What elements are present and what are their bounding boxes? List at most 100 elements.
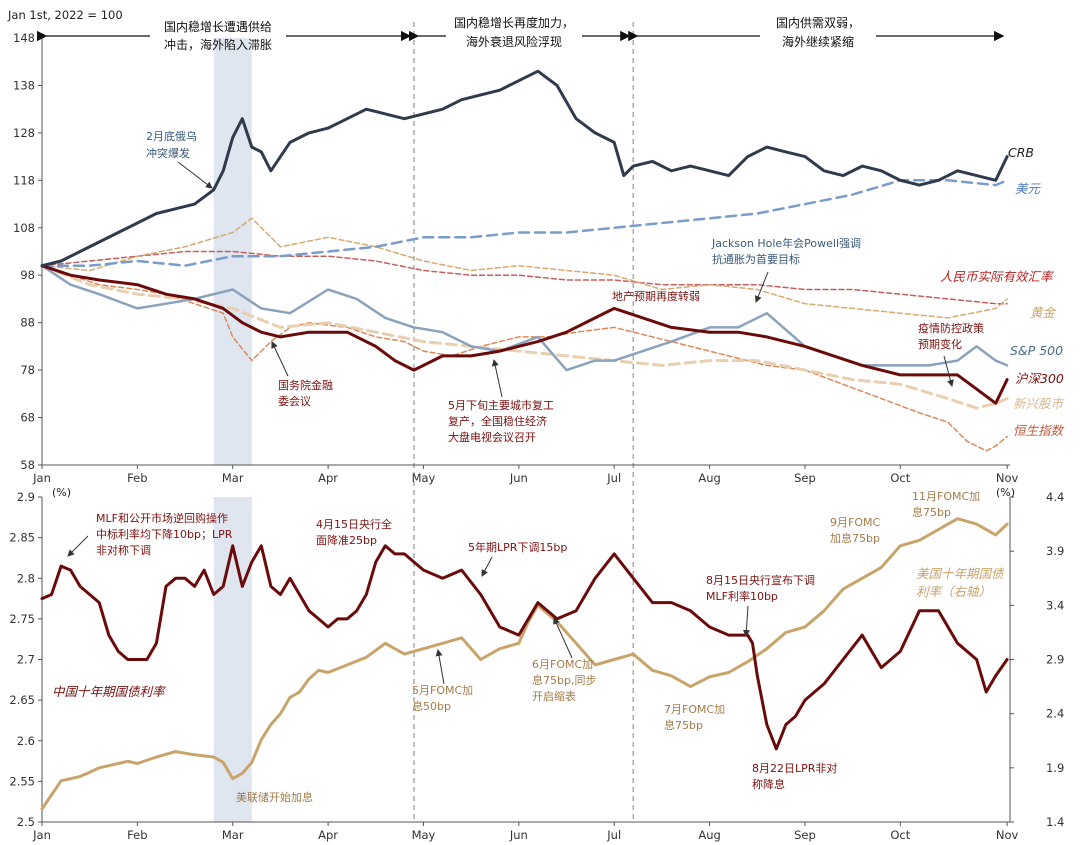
annot-property-l1: 地产预期再度转弱 [612, 289, 700, 303]
legend-crb: CRB [1008, 145, 1034, 160]
bottom-left-tick-label: 2.6 [17, 734, 35, 748]
top-y-tick-label: 68 [20, 411, 35, 425]
annot-jun-fomc-l1: 6月FOMC加 [532, 658, 593, 671]
series-line-china_10y [40, 544, 1009, 751]
phase-3-line-2: 海外继续紧缩 [782, 34, 854, 49]
top-y-tick-label: 78 [20, 363, 35, 377]
top-x-tick-label: May [412, 471, 436, 485]
legend-sp500: S&P 500 [1010, 343, 1063, 358]
annot-mlf-arrow [67, 535, 89, 557]
annot-jun-fomc-arrow [553, 617, 573, 659]
legend-gold: 黄金 [1030, 305, 1057, 320]
legend-us-10y-l1: 美国十年期国债 [916, 566, 1005, 581]
legend-hsi: 恒生指数 [1013, 423, 1065, 438]
phase-1-line-1: 国内稳增长遭遇供给 [164, 19, 272, 34]
phase-1-line-2: 冲击，海外陷入滞胀 [164, 37, 272, 52]
annot-aug-lpr-l2: 称降息 [752, 777, 785, 791]
bottom-x-tick-label: Feb [127, 828, 147, 842]
annot-may-reopen-arrow [491, 359, 503, 398]
series-line-us_10y [40, 517, 1009, 811]
annot-russia-ukraine-l2: 冲突爆发 [146, 146, 190, 160]
phase-3-line-1: 国内供需双弱， [776, 16, 860, 30]
series-line-rmb_reer [41, 250, 1008, 305]
annot-russia-ukraine-l1: 2月底俄乌 [146, 129, 197, 143]
annot-fsdc-l1: 国务院金融 [278, 378, 333, 392]
bottom-right-tick-label: 3.9 [1046, 544, 1064, 558]
top-x-tick-label: Sep [794, 471, 816, 485]
top-y-tick-label: 58 [20, 458, 35, 472]
bottom-right-tick-label: 2.9 [1046, 653, 1064, 667]
annot-may-fomc-l2: 息50bp [412, 699, 451, 713]
annot-may-reopen-l2: 复产，全国稳住经济 [448, 414, 547, 428]
annot-may-reopen-l1: 5月下旬主要城市复工 [448, 398, 554, 412]
bottom-left-tick-label: 2.9 [17, 490, 35, 504]
annot-mlf-l1: MLF和公开市场逆回购操作 [96, 511, 228, 525]
annot-jackson-hole-l2: 抗通胀为首要目标 [712, 252, 800, 266]
bottom-x-tick-label: May [412, 828, 436, 842]
bottom-x-tick-label: Nov [996, 828, 1019, 842]
top-x-tick-label: Oct [890, 471, 910, 485]
top-x-tick-label: Nov [996, 471, 1019, 485]
annot-5y-lpr: 5年期LPR下调15bp [468, 540, 567, 554]
index-base-note: Jan 1st, 2022 = 100 [7, 8, 123, 22]
right-unit: (%) [996, 486, 1015, 499]
annot-nov-fomc-l2: 息75bp [912, 505, 951, 519]
legend-em-equity: 新兴股市 [1013, 396, 1066, 411]
annot-aug-mlf-l2: MLF利率10bp [706, 589, 778, 603]
top-x-tick-label: Jan [32, 471, 51, 485]
bottom-x-tick-label: Aug [698, 828, 720, 842]
top-y-tick-label: 88 [20, 316, 35, 330]
legend-csi300: 沪深300 [1015, 371, 1064, 386]
bottom-x-tick-label: Mar [222, 828, 244, 842]
bottom-x-tick-label: Sep [794, 828, 816, 842]
top-y-tick-label: 128 [13, 126, 35, 140]
top-y-tick-label: 118 [13, 173, 35, 187]
series-line-sp500 [40, 264, 1009, 372]
legend-usd: 美元 [1015, 181, 1042, 196]
annot-covid-policy-l2: 预期变化 [918, 337, 962, 351]
bottom-left-tick-label: 2.5 [17, 815, 35, 829]
phase-2-line-2: 海外衰退风险浮现 [466, 34, 562, 49]
bottom-x-tick-label: Jan [32, 828, 51, 842]
annot-nov-fomc-l1: 11月FOMC加 [912, 490, 980, 503]
bottom-x-tick-label: Oct [890, 828, 910, 842]
bottom-right-tick-label: 1.9 [1046, 761, 1064, 775]
bottom-x-tick-label: Jul [606, 828, 621, 842]
annot-fsdc-l2: 委会议 [278, 395, 311, 408]
top-y-tick-label: 148 [13, 31, 35, 45]
top-x-tick-label: Mar [222, 471, 244, 485]
annot-jun-fomc-l2: 息75bp,同步 [532, 673, 596, 687]
legend-rmb-reer: 人民币实际有效汇率 [940, 269, 1055, 284]
bottom-left-tick-label: 2.7 [17, 653, 35, 667]
bottom-x-tick-label: Apr [318, 828, 338, 842]
top-y-tick-label: 108 [13, 221, 35, 235]
legend-us-10y-l2: 利率（右轴） [916, 584, 991, 599]
bottom-left-tick-label: 2.65 [9, 693, 35, 707]
bottom-right-tick-label: 4.4 [1046, 490, 1064, 504]
annot-may-reopen-l3: 大盘电视会议召开 [448, 430, 536, 444]
bottom-left-tick-label: 2.75 [9, 612, 35, 626]
annot-fsdc-arrow [271, 341, 289, 377]
annot-5y-lpr-arrow [481, 556, 493, 577]
top-y-tick-label: 98 [20, 268, 35, 282]
annot-may-fomc-l1: 5月FOMC加 [412, 684, 473, 697]
top-x-tick-label: Aug [698, 471, 720, 485]
top-y-tick-label: 138 [13, 78, 35, 92]
left-unit: (%) [52, 486, 71, 499]
bottom-right-tick-label: 1.4 [1046, 815, 1064, 829]
annot-jackson-hole-arrow [754, 271, 769, 303]
bottom-left-tick-label: 2.55 [9, 774, 35, 788]
annot-sep-fomc-l1: 9月FOMC [830, 516, 880, 529]
series-line-usd [40, 179, 1009, 267]
annot-covid-policy-arrow [943, 355, 954, 387]
annot-fed-start: 美联储开始加息 [236, 790, 313, 804]
annot-russia-ukraine-arrow [177, 161, 213, 189]
annot-mlf-l3: 非对称下调 [96, 543, 151, 557]
annot-jul-fomc-l1: 7月FOMC加 [664, 703, 725, 716]
legend-china-10y: 中国十年期国债利率 [52, 684, 167, 699]
annot-mlf-l2: 中标利率均下降10bp；LPR [96, 527, 233, 541]
series-line-gold [41, 217, 1008, 319]
top-x-tick-label: Jun [509, 471, 528, 485]
